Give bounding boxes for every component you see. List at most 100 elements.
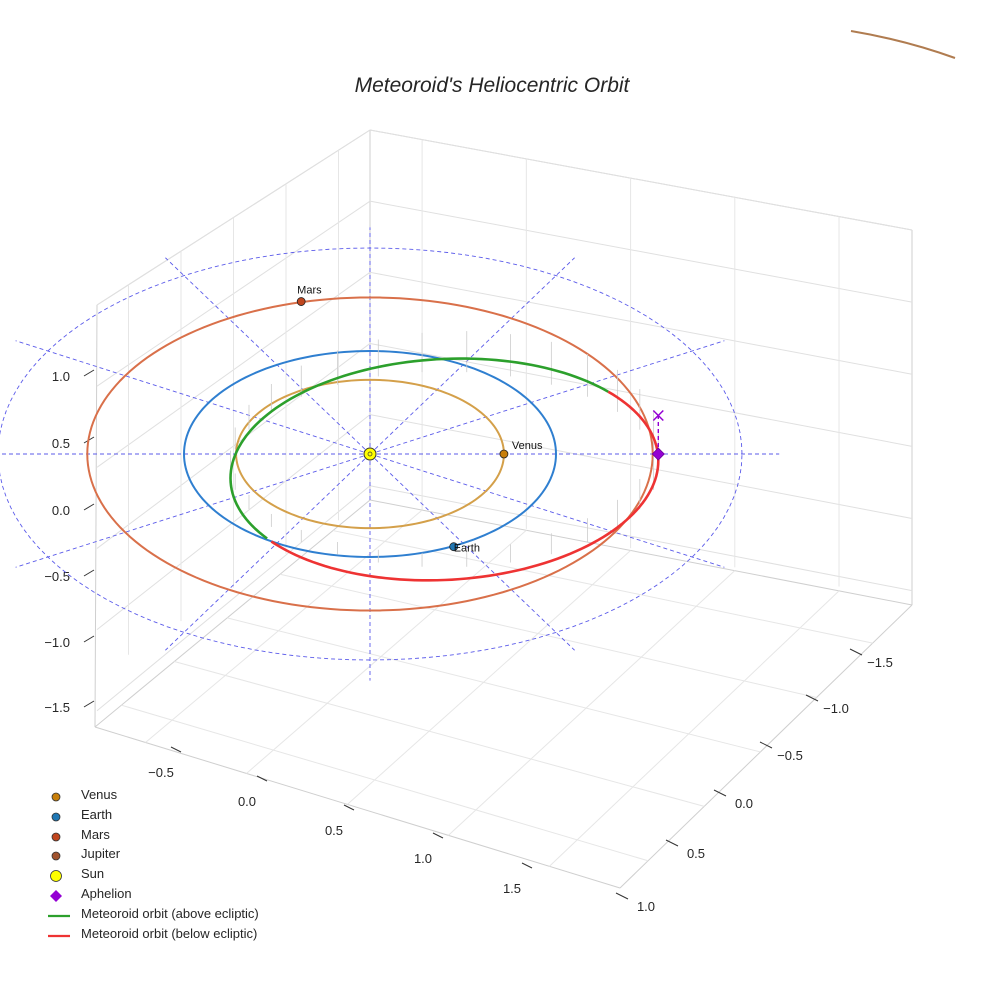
box-edge xyxy=(369,499,913,606)
legend-marker xyxy=(50,870,62,883)
z-tick-mark xyxy=(83,369,95,377)
meteoroid-orbit-below xyxy=(270,390,660,582)
tick-labels: −1.5 −1.0 −0.5 0.0 0.5 1.0 −0.5 0.0 0.5 1.0 1.5 −1.… xyxy=(44,369,893,914)
planet-marker-mars xyxy=(296,297,306,306)
radial-line xyxy=(165,453,371,651)
legend-label: Sun xyxy=(81,866,105,882)
legend-marker xyxy=(48,934,70,937)
meteoroid-orbit xyxy=(229,331,660,582)
radial-line xyxy=(165,257,371,455)
planet-orbits xyxy=(86,30,956,612)
legend-marker xyxy=(51,851,61,861)
grid-line xyxy=(279,573,817,699)
grid-line xyxy=(369,271,913,375)
radial-line xyxy=(369,340,725,455)
legend-label: Meteoroid orbit (below ecliptic) xyxy=(81,925,258,941)
z-tick-label: 1.0 xyxy=(52,369,70,384)
legend-marker xyxy=(50,889,62,902)
planet-label-venus: Venus xyxy=(512,440,543,452)
radial-line xyxy=(15,340,371,455)
grid-line xyxy=(121,704,649,862)
x-tick-mark xyxy=(432,832,444,839)
x-tick-mark xyxy=(521,862,533,869)
legend-label: Aphelion xyxy=(81,885,132,901)
planet-marker-earth xyxy=(449,542,459,552)
x-tick-label: 1.5 xyxy=(503,881,521,896)
planet-markers: Venus Earth Mars xyxy=(296,285,543,555)
grid-line xyxy=(227,617,761,753)
aphelion-marker xyxy=(651,447,665,461)
box-edge xyxy=(94,726,621,889)
planet-label-earth: Earth xyxy=(454,543,480,555)
z-tick-mark xyxy=(83,700,95,708)
box-edge xyxy=(94,304,98,728)
z-tick-label: 0.0 xyxy=(52,503,70,518)
x-tick-label: 0.0 xyxy=(238,794,256,809)
aphelion-group xyxy=(651,409,665,461)
grid-line xyxy=(369,200,913,303)
y-tick-mark xyxy=(805,694,819,702)
legend-label: Earth xyxy=(81,806,113,822)
y-tick-label: 0.5 xyxy=(687,846,705,861)
y-tick-label: 1.0 xyxy=(637,899,655,914)
meteoroid-orbit-above xyxy=(229,357,609,540)
box-edge xyxy=(94,499,371,728)
sun-center xyxy=(367,451,373,457)
x-tick-mark xyxy=(256,775,268,782)
z-tick-mark xyxy=(83,503,95,511)
x-tick-mark xyxy=(343,804,355,811)
grid-line xyxy=(369,414,913,519)
grid-line xyxy=(369,485,913,592)
y-tick-mark xyxy=(849,648,863,656)
legend-label: Mars xyxy=(81,826,110,842)
legend-label: Jupiter xyxy=(81,846,121,862)
z-tick-mark xyxy=(83,569,95,577)
y-tick-label: −1.0 xyxy=(823,701,849,716)
y-tick-mark xyxy=(759,741,773,749)
y-tick-label: −0.5 xyxy=(777,748,803,763)
grid-line xyxy=(246,529,527,774)
radial-line xyxy=(369,453,725,568)
z-tick-label: −1.0 xyxy=(44,635,70,650)
grid-line xyxy=(548,590,840,867)
aphelion-x-marker xyxy=(652,409,664,422)
legend-label: Meteoroid orbit (above ecliptic) xyxy=(81,905,259,921)
orbit-jupiter xyxy=(850,30,956,59)
z-tick-label: −0.5 xyxy=(44,569,70,584)
grid-line xyxy=(174,661,705,807)
x-tick-mark xyxy=(170,746,182,753)
grid-line xyxy=(448,570,736,836)
orbit-mars xyxy=(86,296,654,612)
x-tick-label: −0.5 xyxy=(148,765,174,780)
grid-line xyxy=(347,550,631,805)
reference-circle xyxy=(0,247,743,661)
planet-marker-venus xyxy=(499,449,509,459)
legend-marker xyxy=(51,792,61,802)
x-tick-label: 0.5 xyxy=(325,823,343,838)
legend-marker xyxy=(51,812,61,822)
z-tick-label: 0.5 xyxy=(52,436,70,451)
legend-label: Venus xyxy=(81,787,118,802)
grid-line xyxy=(369,342,913,447)
z-tick-label: −1.5 xyxy=(44,700,70,715)
x-tick-label: 1.0 xyxy=(414,851,432,866)
z-tick-mark xyxy=(83,635,95,643)
box-edge xyxy=(619,604,913,889)
radial-line xyxy=(369,257,575,455)
axes-box xyxy=(94,129,913,889)
grid-line xyxy=(332,530,873,644)
grid-line xyxy=(145,509,423,743)
grid-line xyxy=(369,129,913,231)
orbit-earth xyxy=(182,349,557,559)
radial-line xyxy=(369,453,575,651)
y-tick-label: −1.5 xyxy=(867,655,893,670)
y-tick-mark xyxy=(615,892,629,900)
y-tick-mark xyxy=(665,839,679,847)
y-tick-mark xyxy=(713,789,727,797)
radial-line xyxy=(15,453,371,568)
legend-marker xyxy=(48,914,70,917)
planet-label-mars: Mars xyxy=(297,285,322,297)
chart-title: Meteoroid's Heliocentric Orbit xyxy=(354,74,630,97)
sun-marker xyxy=(363,447,377,461)
